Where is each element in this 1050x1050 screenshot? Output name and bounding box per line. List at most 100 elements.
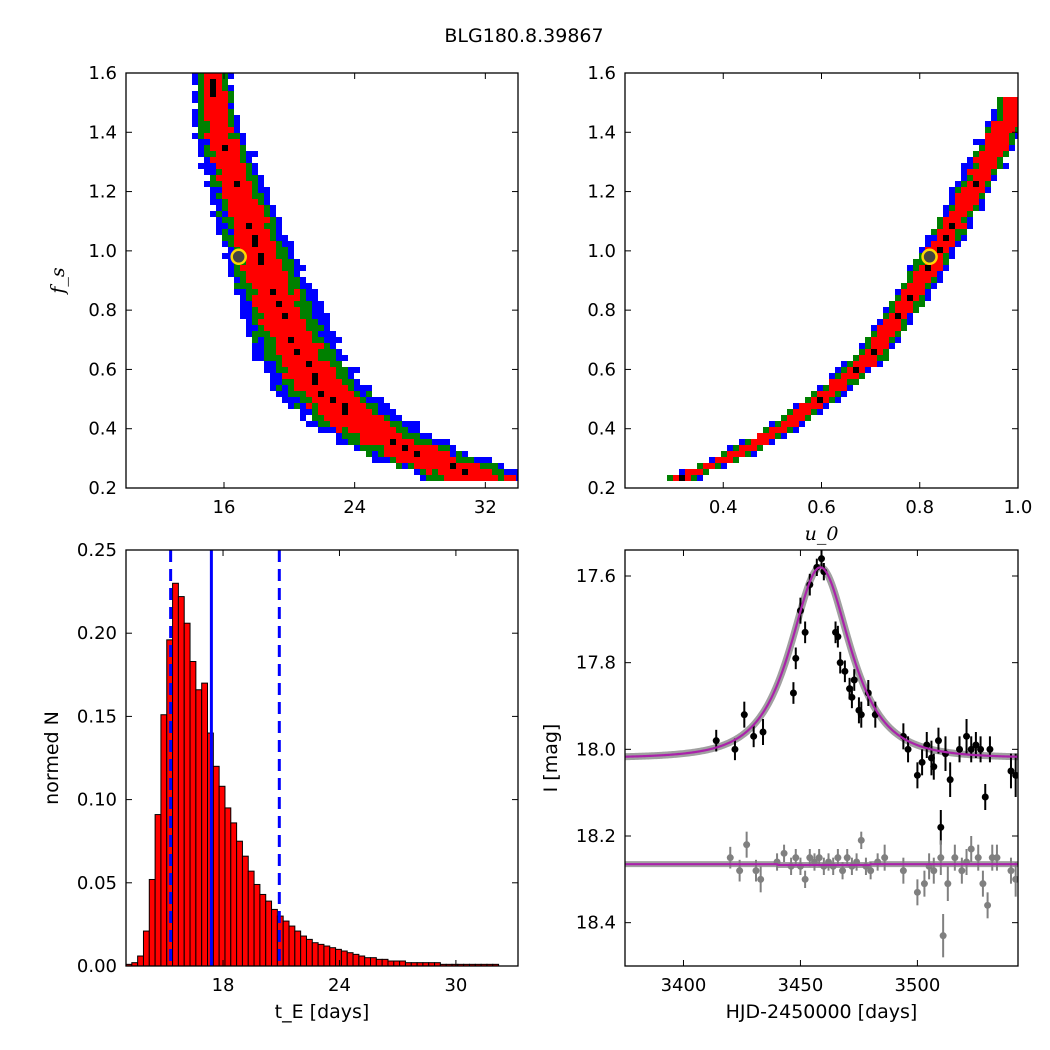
y-tick-label: 18.0 [576, 739, 616, 760]
heatmap-cell [889, 307, 895, 313]
heatmap-cell [727, 457, 733, 463]
heatmap-cell [312, 391, 318, 397]
heatmap-cell [871, 337, 877, 343]
heatmap-cell [288, 403, 294, 409]
heatmap-cell [829, 385, 835, 391]
heatmap-cell [420, 475, 426, 481]
heatmap-cell [192, 91, 198, 97]
heatmap-cell [871, 343, 877, 349]
heatmap-cell [769, 439, 775, 445]
heatmap-cell [372, 451, 378, 457]
histogram-bar [154, 814, 162, 967]
heatmap-cell [312, 385, 318, 391]
histogram-bar [241, 855, 249, 967]
heatmap-cell [342, 427, 348, 433]
histogram-bar [177, 596, 185, 967]
heatmap-cell [967, 157, 973, 163]
heatmap-cell [318, 409, 324, 415]
heatmap-cell [252, 175, 258, 181]
heatmap-cell [997, 121, 1003, 127]
heatmap-cell [438, 445, 444, 451]
heatmap-cell [246, 187, 252, 193]
heatmap-cell [276, 259, 282, 265]
heatmap-cell [366, 391, 372, 397]
heatmap-cell [300, 301, 306, 307]
heatmap-cell [192, 121, 198, 127]
heatmap-cell [697, 475, 703, 481]
heatmap-cell [967, 199, 973, 205]
heatmap-cell [1015, 97, 1018, 103]
histogram-bar [142, 930, 150, 967]
heatmap-cell [228, 229, 234, 235]
data-point [993, 854, 1001, 862]
heatmap-cell [264, 349, 270, 355]
heatmap-cell [817, 409, 823, 415]
heatmap-cell [408, 433, 414, 439]
heatmap-cell [709, 457, 715, 463]
heatmap-cell [973, 193, 979, 199]
heatmap-cell [817, 391, 823, 397]
heatmap-cell [222, 79, 228, 85]
heatmap-cell [378, 451, 384, 457]
heatmap-cell [979, 169, 985, 175]
histogram-bar [189, 660, 197, 967]
heatmap-cell [282, 277, 288, 283]
heatmap-cell [246, 295, 252, 301]
heatmap-cell [703, 469, 709, 475]
x-tick-label: 18 [212, 975, 235, 996]
heatmap-cell [246, 325, 252, 331]
heatmap-cell [198, 85, 204, 91]
heatmap-cell [258, 259, 264, 265]
heatmap-cell [216, 73, 222, 79]
heatmap-cell [414, 445, 420, 451]
heatmap-cell [306, 385, 312, 391]
heatmap-cell [192, 79, 198, 85]
heatmap-cell [955, 181, 961, 187]
heatmap-cell [967, 223, 973, 229]
heatmap-cell [270, 343, 276, 349]
heatmap-cell [733, 445, 739, 451]
heatmap-cell [228, 247, 234, 253]
heatmap-cell [294, 343, 300, 349]
heatmap-cell [949, 187, 955, 193]
heatmap-cell [727, 451, 733, 457]
data-point [850, 676, 858, 684]
heatmap-cell [697, 469, 703, 475]
heatmap-cell [937, 223, 943, 229]
heatmap-cell [895, 325, 901, 331]
heatmap-cell [949, 193, 955, 199]
heatmap-cell [799, 415, 805, 421]
heatmap-cell [306, 325, 312, 331]
heatmap-cell [252, 259, 258, 265]
heatmap-cell [234, 175, 240, 181]
heatmap-cell [498, 463, 504, 469]
heatmap-cell [985, 175, 991, 181]
heatmap-cell [967, 217, 973, 223]
heatmap-cell [312, 295, 318, 301]
heatmap-cell [234, 193, 240, 199]
heatmap-cell [480, 463, 486, 469]
heatmap-cell [258, 319, 264, 325]
heatmap-cell [432, 463, 438, 469]
heatmap-cell [246, 307, 252, 313]
heatmap-cell [366, 433, 372, 439]
heatmap-cell [979, 175, 985, 181]
x-tick-label: 0.4 [709, 497, 738, 518]
heatmap-cell [480, 475, 486, 481]
heatmap-cell [270, 319, 276, 325]
heatmap-cell [679, 475, 685, 481]
heatmap-cell [210, 139, 216, 145]
heatmap-cell [300, 391, 306, 397]
heatmap-cell [372, 433, 378, 439]
heatmap-cell [228, 265, 234, 271]
heatmap-cell [925, 277, 931, 283]
heatmap-cell [204, 97, 210, 103]
heatmap-cell [276, 277, 282, 283]
histogram-bar [282, 920, 290, 967]
heatmap-cell [270, 379, 276, 385]
y-tick-label: 1.2 [88, 182, 117, 203]
heatmap-cell [258, 295, 264, 301]
heatmap-cell [294, 283, 300, 289]
heatmap-cell [468, 457, 474, 463]
heatmap-cell [198, 91, 204, 97]
